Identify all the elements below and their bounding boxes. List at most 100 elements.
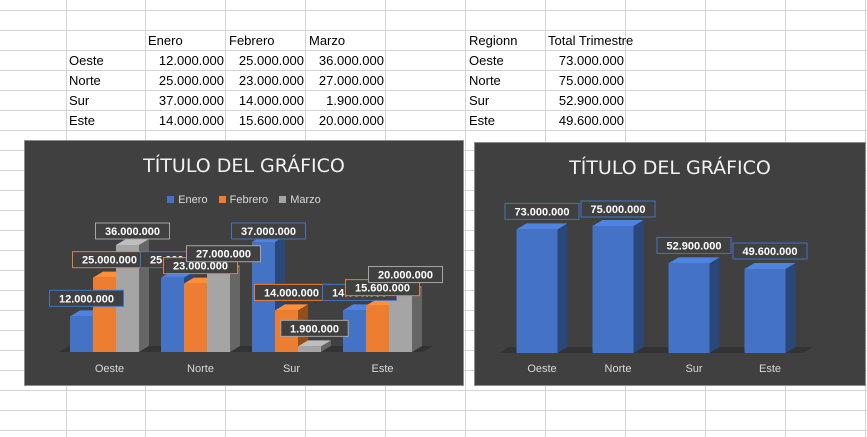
header-region[interactable]: Regionn (469, 33, 518, 48)
row2-label-oeste[interactable]: Oeste (469, 53, 504, 68)
cell-sur-marzo[interactable]: 1.900.000 (326, 93, 384, 108)
bar-sur-total-front (668, 263, 710, 353)
bar-norte-enero-front (161, 277, 184, 352)
data-label-bar-este-febrero-text: 15.600.000 (355, 283, 410, 295)
cell-norte-enero[interactable]: 25.000.000 (158, 73, 224, 88)
data-label-bar-sur-total-text: 52.900.000 (666, 240, 721, 252)
cell-norte-febrero[interactable]: 23.000.000 (238, 73, 304, 88)
row-label-sur[interactable]: Sur (69, 93, 90, 108)
category-label-oeste: Oeste (527, 363, 556, 375)
data-label-bar-sur-enero: 37.000.000 (231, 222, 306, 240)
category-label-norte: Norte (605, 363, 632, 375)
cell-total-norte[interactable]: 75.000.000 (558, 73, 624, 88)
cell-este-marzo[interactable]: 20.000.000 (318, 113, 384, 128)
chart-monthly-by-region[interactable]: TÍTULO DEL GRÁFICO Enero Febrero Marzo O… (24, 140, 464, 386)
row2-label-norte[interactable]: Norte (469, 73, 501, 88)
cell-sur-febrero[interactable]: 14.000.000 (238, 93, 304, 108)
chart1-legend[interactable]: Enero Febrero Marzo (25, 194, 463, 206)
chart1-plot: Oeste Norte Sur Este 12.000.000 25.000.000 36.… (49, 222, 443, 375)
bar-este-marzo-side (412, 286, 422, 352)
bar-sur-total-top (668, 257, 720, 264)
chart-floor (499, 347, 813, 353)
data-label-bar-sur-enero-box (231, 222, 306, 240)
bar-norte-total-front (592, 226, 634, 353)
chart-total-trimestre[interactable]: TÍTULO DEL GRÁFICO Oeste Norte Sur Este 73.0… (474, 142, 866, 386)
bar-sur-marzo-front (298, 346, 321, 352)
data-label-bar-este-marzo-box (368, 266, 443, 284)
data-label-bar-norte-febrero-text: 23.000.000 (173, 261, 228, 273)
chart1-title[interactable]: TÍTULO DEL GRÁFICO (143, 155, 345, 177)
bar-oeste-marzo-front (116, 244, 139, 352)
legend-item-marzo: Marzo (279, 194, 321, 206)
data-label-bar-oeste-enero-text: 12.000.000 (59, 293, 114, 305)
bar-oeste-total-top (516, 223, 568, 230)
data-label-bar-oeste-total-box (504, 202, 580, 220)
category-label-oeste: Oeste (95, 363, 124, 375)
header-febrero[interactable]: Febrero (229, 33, 275, 48)
data-label-bar-sur-febrero: 14.000.000 (254, 283, 329, 301)
data-label-bar-este-marzo-text: 20.000.000 (378, 270, 433, 282)
row-label-este[interactable]: Este (69, 113, 96, 128)
data-label-bar-sur-febrero-text: 14.000.000 (264, 287, 319, 299)
data-label-bar-oeste-total: 73.000.000 (504, 202, 580, 220)
cell-este-febrero[interactable]: 15.600.000 (238, 113, 304, 128)
cell-oeste-enero[interactable]: 12.000.000 (158, 53, 224, 68)
row2-label-sur[interactable]: Sur (469, 93, 490, 108)
bar-sur-total-side (709, 257, 720, 353)
bar-sur-marzo-top (298, 340, 331, 347)
header-enero[interactable]: Enero (148, 33, 183, 48)
data-label-bar-norte-total: 75.000.000 (580, 200, 656, 218)
data-label-bar-sur-marzo: 1.900.000 (280, 319, 349, 337)
legend-swatch-febrero (218, 196, 226, 203)
bar-oeste-total-front (516, 229, 558, 353)
bar-sur-marzo (298, 340, 331, 352)
legend-label-enero: Enero (178, 194, 208, 206)
cell-oeste-marzo[interactable]: 36.000.000 (318, 53, 384, 68)
bar-norte-febrero-front (184, 283, 207, 352)
data-label-bar-este-total-text: 49.600.000 (742, 246, 797, 258)
bar-este-total-front (744, 269, 786, 353)
data-label-bar-norte-total-text: 75.000.000 (590, 204, 645, 216)
data-label-bar-este-marzo: 20.000.000 (368, 266, 443, 284)
cell-oeste-febrero[interactable]: 25.000.000 (238, 53, 304, 68)
header-total-trimestre[interactable]: Total Trimestre (548, 33, 634, 48)
data-label-bar-oeste-enero-box (49, 289, 124, 307)
legend-item-enero: Enero (167, 194, 208, 206)
cell-este-enero[interactable]: 14.000.000 (158, 113, 224, 128)
data-label-bar-este-febrero: 15.600.000 (345, 279, 420, 297)
category-label-este: Este (371, 363, 393, 375)
bar-oeste-total-side (557, 223, 568, 353)
legend-item-febrero: Febrero (218, 194, 268, 206)
category-label-este: Este (759, 363, 781, 375)
chart-floor (59, 346, 433, 352)
data-label-bar-este-total: 49.600.000 (732, 242, 808, 260)
category-label-norte: Norte (187, 363, 214, 375)
data-label-bar-oeste-enero: 12.000.000 (49, 289, 124, 307)
cell-total-oeste[interactable]: 73.000.000 (558, 53, 624, 68)
bar-este-febrero-front (366, 305, 389, 352)
row-label-norte[interactable]: Norte (69, 73, 101, 88)
data-label-bar-norte-total-box (580, 200, 656, 218)
bar-este-total-top (744, 263, 796, 270)
bar-norte-total-side (633, 220, 644, 353)
header-marzo[interactable]: Marzo (309, 33, 346, 48)
bar-oeste-total (516, 223, 568, 353)
data-label-bar-oeste-total-text: 73.000.000 (514, 206, 569, 218)
category-label-sur: Sur (685, 363, 702, 375)
cell-total-sur[interactable]: 52.900.000 (558, 93, 624, 108)
cell-norte-marzo[interactable]: 27.000.000 (318, 73, 384, 88)
legend-swatch-marzo (279, 196, 287, 203)
bar-este-marzo-front (389, 292, 412, 352)
cell-total-este[interactable]: 49.600.000 (558, 113, 624, 128)
bar-norte-marzo-side (230, 265, 240, 352)
data-label-bar-sur-enero-text: 37.000.000 (241, 226, 296, 238)
legend-swatch-enero (167, 196, 175, 203)
chart2-plot: Oeste Norte Sur Este 73.000.000 75.000.000 52.… (499, 200, 813, 375)
row2-label-este[interactable]: Este (469, 113, 496, 128)
data-label-bar-oeste-marzo-box (95, 222, 170, 240)
row-label-oeste[interactable]: Oeste (69, 53, 104, 68)
legend-label-marzo: Marzo (290, 194, 321, 206)
chart2-title[interactable]: TÍTULO DEL GRÁFICO (569, 157, 771, 179)
cell-sur-enero[interactable]: 37.000.000 (158, 93, 224, 108)
data-label-bar-sur-total-box (656, 236, 732, 254)
